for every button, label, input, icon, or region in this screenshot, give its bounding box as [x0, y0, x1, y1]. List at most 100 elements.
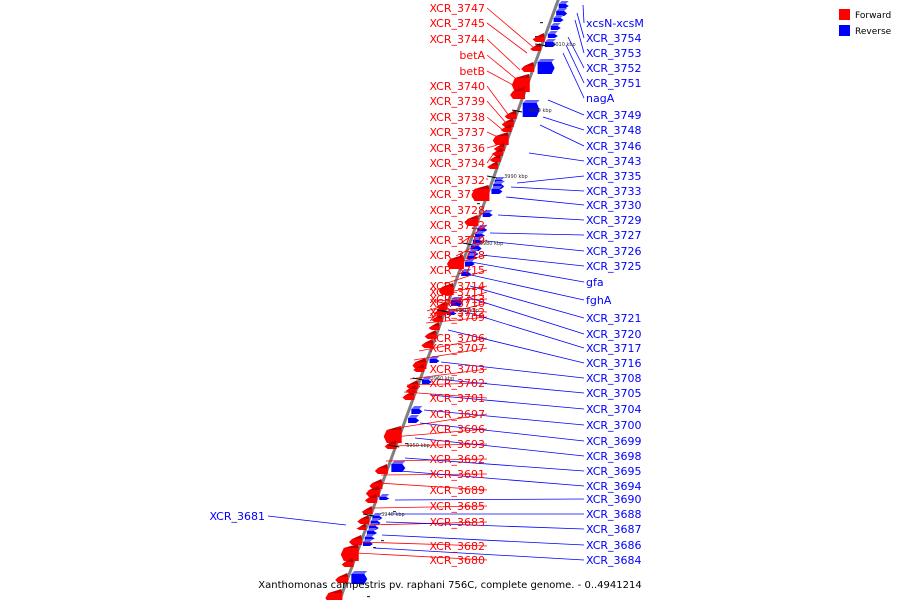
forward-gene-label: XCR_3744 — [429, 33, 485, 46]
reverse-gene-shade — [556, 8, 567, 11]
reverse-gene-shade — [363, 539, 373, 542]
forward-gene — [530, 47, 541, 51]
reverse-leader-line — [506, 197, 584, 205]
legend-reverse-label: Reverse — [855, 27, 892, 37]
reverse-gene-label: XCR_3687 — [586, 523, 642, 536]
reverse-gene-shade — [554, 15, 564, 18]
forward-gene-shade — [372, 479, 382, 483]
reverse-gene-label: XCR_3753 — [586, 47, 642, 60]
kbp-ruler-label: 3990 kbp — [504, 174, 528, 180]
reverse-gene — [408, 418, 419, 423]
legend-reverse-swatch — [839, 25, 850, 36]
reverse-gene-shade — [391, 461, 405, 464]
reverse-gene-shade — [551, 23, 561, 26]
reverse-gene-label: XCR_3749 — [586, 109, 642, 122]
reverse-gene-label: XCR_3690 — [586, 493, 642, 506]
reverse-gene-label: XCR_3695 — [586, 465, 642, 478]
reverse-leader-line — [511, 187, 584, 191]
reverse-leader-line — [268, 516, 346, 525]
reverse-leader-line — [583, 5, 584, 23]
forward-gene — [490, 158, 501, 162]
forward-gene — [413, 368, 424, 372]
tick-mark — [381, 540, 384, 541]
forward-gene — [365, 498, 377, 503]
forward-gene — [357, 519, 369, 524]
forward-gene-shade — [365, 506, 373, 510]
forward-gene — [362, 510, 373, 514]
kbp-ruler-label: 3950 kbp — [406, 443, 430, 449]
forward-gene-label: XCR_3719 — [429, 234, 485, 247]
forward-gene — [325, 593, 342, 600]
forward-gene-label: betB — [459, 65, 485, 78]
reverse-gene-shade — [538, 59, 555, 62]
forward-gene-label: XCR_3715 — [429, 264, 485, 277]
forward-gene-label: XCR_3680 — [429, 554, 485, 567]
forward-gene-label: XCR_3682 — [429, 540, 485, 553]
reverse-gene-label: XCR_3694 — [586, 480, 642, 493]
legend-forward-swatch — [839, 9, 850, 20]
forward-leader-line — [487, 117, 504, 131]
kbp-ruler-label: 4010 kbp — [552, 42, 576, 48]
reverse-gene-label: xcsN-xcsM — [586, 17, 644, 30]
reverse-leader-line — [400, 471, 584, 486]
forward-gene-label: XCR_3745 — [429, 17, 485, 30]
reverse-gene — [491, 189, 502, 194]
forward-gene-label: XCR_3734 — [429, 157, 485, 170]
forward-gene-shade — [524, 62, 534, 66]
reverse-gene-label: XCR_3752 — [586, 62, 642, 75]
forward-leader-line — [487, 23, 527, 53]
kbp-ruler-label: 3940 kbp — [381, 512, 405, 518]
reverse-gene-label: XCR_3700 — [586, 419, 642, 432]
reverse-gene — [538, 62, 555, 74]
reverse-gene-shade — [411, 406, 422, 409]
forward-gene — [505, 114, 517, 119]
forward-gene — [341, 548, 359, 561]
reverse-gene-shade — [559, 1, 569, 4]
reverse-gene-label: XCR_3726 — [586, 245, 642, 258]
forward-gene-shade — [515, 74, 530, 78]
reverse-gene-shade — [365, 534, 375, 537]
reverse-gene-label: XCR_3688 — [586, 508, 642, 521]
forward-leader-line — [487, 145, 497, 148]
reverse-gene-label: nagA — [586, 92, 615, 105]
forward-gene-label: XCR_3701 — [429, 392, 485, 405]
tick-mark — [540, 22, 543, 23]
forward-gene-shade — [360, 515, 369, 519]
forward-gene-label: XCR_3737 — [429, 126, 485, 139]
reverse-gene-shade — [351, 571, 367, 574]
forward-gene-label: XCR_3689 — [429, 484, 485, 497]
reverse-gene-label: XCR_3720 — [586, 328, 642, 341]
forward-gene — [521, 66, 534, 72]
forward-gene-label: XCR_3707 — [429, 342, 485, 355]
forward-leader-line — [487, 101, 507, 124]
reverse-leader-line — [395, 499, 584, 500]
reverse-gene — [391, 464, 405, 472]
forward-gene-shade — [344, 544, 359, 548]
reverse-gene-shade — [523, 100, 540, 103]
reverse-leader-line — [543, 117, 584, 130]
forward-leader-line — [487, 8, 533, 47]
reverse-gene-label: XCR_3686 — [586, 539, 642, 552]
reverse-gene-label: XCR_3746 — [586, 140, 642, 153]
forward-gene-label: XCR_3732 — [429, 174, 485, 187]
forward-gene-shade — [378, 464, 388, 468]
forward-gene-label: XCR_3693 — [429, 438, 485, 451]
reverse-gene-shade — [408, 415, 419, 418]
forward-gene-shade — [496, 132, 509, 136]
reverse-leader-line — [481, 255, 584, 266]
reverse-gene — [554, 18, 564, 22]
forward-gene-label: betA — [459, 49, 485, 62]
forward-leader-line — [487, 55, 515, 78]
reverse-gene-shade — [367, 528, 377, 531]
forward-gene-label: XCR_3697 — [429, 408, 485, 421]
forward-gene — [375, 468, 388, 474]
reverse-gene-label: XCR_3721 — [586, 312, 642, 325]
legend-forward-label: Forward — [855, 11, 891, 21]
reverse-gene-label: XCR_3754 — [586, 32, 642, 45]
reverse-gene-shade — [548, 31, 558, 34]
reverse-gene-label: XCR_3725 — [586, 260, 642, 273]
kbp-ruler-label: 3960 kbp — [431, 376, 455, 382]
forward-gene — [429, 326, 440, 330]
reverse-gene-label: XCR_3729 — [586, 214, 642, 227]
